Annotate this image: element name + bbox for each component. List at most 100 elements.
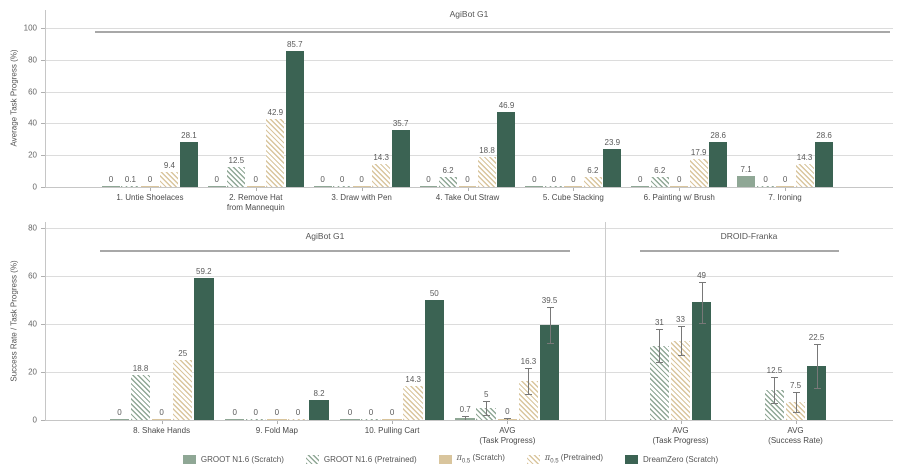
bar-value-label: 23.9 [604, 137, 621, 147]
y-tick-mark [41, 155, 45, 157]
bar-value-label: 49 [697, 271, 706, 280]
bar-value-label: 0 [389, 407, 395, 417]
bar-pi05-pretrained [160, 172, 179, 187]
group-label: AVG (Task Progress) [652, 426, 709, 445]
bar-value-label: 0 [108, 174, 114, 184]
axis-baseline [45, 420, 893, 421]
legend-item-dreamzero-scratch: DreamZero (Scratch) [625, 454, 718, 464]
x-tick-mark [467, 188, 469, 191]
bar-value-label: 0 [147, 174, 153, 184]
legend-swatch-pi05-pretrained [526, 454, 540, 464]
bar-dreamzero-scratch [309, 400, 329, 420]
bar-dreamzero-scratch [603, 148, 622, 187]
y-tick-label: 80 [28, 223, 37, 233]
bar-value-label: 6.2 [442, 166, 454, 176]
error-bar-cap [698, 282, 706, 283]
bar-value-label: 5 [484, 389, 489, 399]
bar-value-label: 0 [347, 407, 353, 417]
error-bar-cap [504, 418, 512, 420]
bar-groot-n16-pretrained [756, 185, 775, 187]
group-label: 8. Shake Hands [133, 426, 191, 435]
bar-groot-n16-pretrained [245, 418, 266, 420]
error-bar-cap [677, 326, 685, 328]
error-bar-cap [546, 343, 554, 345]
bar-value-label: 0 [159, 407, 164, 417]
x-tick-mark [361, 188, 363, 191]
y-tick-label: 0 [32, 182, 37, 192]
bar-dreamzero-scratch [806, 366, 827, 420]
bar-value-label: 31 [654, 317, 664, 327]
bar-groot-n16-scratch [101, 185, 120, 187]
error-bar-cap [813, 387, 821, 389]
y-tick-label: 20 [28, 367, 37, 377]
bar-value-label: 18.8 [479, 146, 495, 156]
error-bar-cap [792, 392, 800, 394]
x-tick-mark [785, 188, 787, 191]
y-tick-mark [41, 59, 45, 61]
group-label: 2. Remove Hat from Mannequin [226, 193, 285, 212]
bar-value-label: 85.7 [286, 39, 303, 49]
error-bar-cap [546, 307, 554, 309]
error-bar [795, 392, 797, 412]
bar-value-label: 0.1 [124, 174, 136, 184]
error-bar-cap [462, 416, 470, 418]
x-tick-mark [573, 188, 575, 191]
error-bar-cap [677, 355, 685, 357]
bar-pi05-pretrained [288, 418, 308, 420]
gridline [45, 59, 893, 61]
y-tick-mark [41, 228, 45, 229]
bar-value-label: 8.2 [313, 389, 325, 399]
group-label: 7. Ironing [768, 193, 802, 202]
bar-pi05-pretrained [670, 340, 691, 420]
error-bar [528, 367, 530, 395]
bar-pi05-scratch [267, 418, 287, 420]
bar-value-label: 0 [782, 174, 788, 184]
bar-groot-n16-pretrained [361, 418, 381, 420]
bar-pi05-pretrained [583, 177, 602, 187]
bar-groot-n16-scratch [631, 185, 650, 187]
bar-groot-n16-pretrained [764, 390, 785, 420]
bar-value-label: 14.3 [405, 374, 421, 384]
y-tick-label: 0 [32, 415, 37, 425]
bar-value-label: 12.5 [766, 365, 783, 375]
bar-value-label: 46.9 [498, 101, 515, 111]
bar-value-label: 28.1 [181, 131, 197, 141]
bar-pi05-pretrained [266, 118, 285, 187]
y-tick-mark [41, 91, 45, 93]
y-tick-mark [41, 420, 45, 421]
section-divider [605, 222, 606, 420]
bar-pi05-pretrained [689, 158, 708, 187]
y-tick-mark [41, 28, 45, 29]
x-tick-mark [680, 421, 682, 424]
gridline [45, 123, 893, 125]
section-underline [100, 250, 570, 252]
section-title: AgiBot G1 [305, 231, 345, 241]
error-bar-cap [525, 367, 533, 369]
error-bar [774, 376, 776, 404]
bar-pi05-scratch [151, 418, 172, 420]
legend-item-pi05-pretrained: π0.5 (Pretrained) [526, 453, 603, 465]
legend-swatch-pi05-scratch [438, 454, 452, 464]
y-tick-mark [41, 324, 45, 325]
legend-item-groot-n16-pretrained: GROOT N1.6 (Pretrained) [305, 454, 417, 464]
bar-value-label: 9.4 [163, 161, 175, 171]
gridline [45, 324, 893, 325]
x-tick-mark [276, 421, 278, 424]
y-tick-mark [41, 372, 45, 373]
bar-pi05-scratch [564, 185, 583, 187]
bar-value-label: 0 [763, 174, 768, 184]
legend-swatch-groot-n16-scratch [182, 454, 196, 464]
y-tick-label: 60 [28, 87, 37, 97]
x-tick-mark [679, 188, 681, 191]
error-bar-cap [483, 415, 491, 417]
gridline [45, 228, 893, 229]
bar-pi05-pretrained [372, 164, 391, 187]
legend-item-groot-n16-scratch: GROOT N1.6 (Scratch) [182, 454, 284, 464]
legend-label: GROOT N1.6 (Pretrained) [323, 454, 417, 464]
bar-dreamzero-scratch [179, 142, 198, 187]
bar-value-label: 0 [551, 174, 557, 184]
bar-groot-n16-pretrained [121, 185, 140, 187]
bar-value-label: 14.3 [796, 153, 813, 163]
gridline [45, 276, 893, 277]
